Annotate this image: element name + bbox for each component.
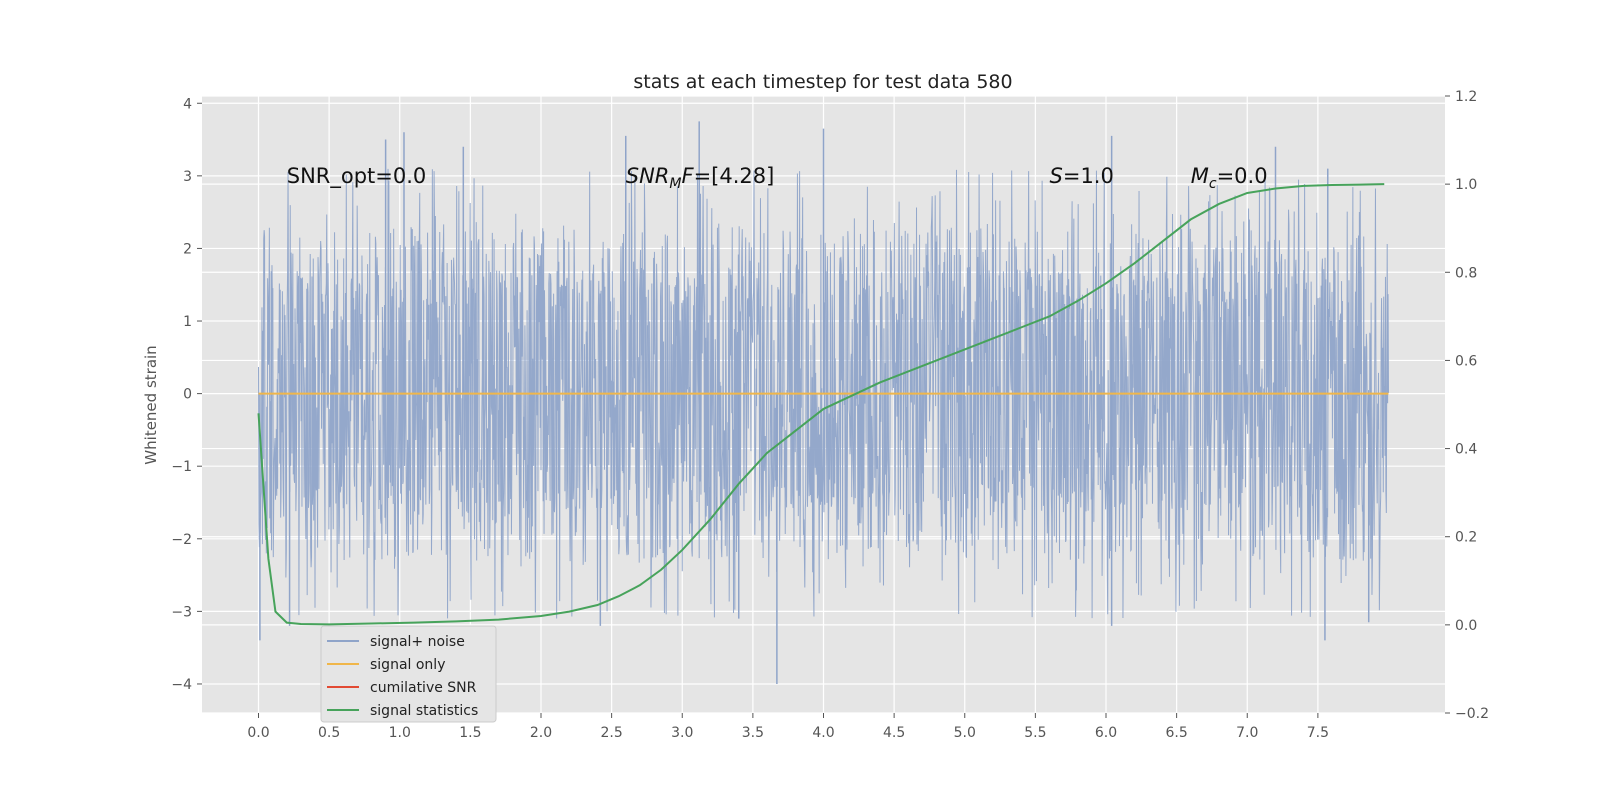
x-tick-label: 2.5	[600, 725, 622, 741]
right-y-tick-label: 1.0	[1455, 177, 1477, 193]
right-y-tick-label: 0.0	[1455, 618, 1477, 634]
y-tick-label: 0	[183, 387, 192, 403]
annotations: SNR_opt=0.0 SNRMF=[4.28] S=1.0 Mc=0.0	[287, 164, 1268, 192]
annotation-main: SNR_opt=0.0	[287, 164, 427, 189]
annotation-suffix: =1.0	[1063, 164, 1114, 188]
y-tick-label: −4	[171, 677, 192, 693]
y-tick-label: −1	[171, 459, 192, 475]
right-y-tick-label: 0.2	[1455, 530, 1477, 546]
annotation-subscript: M	[669, 176, 681, 192]
annotation-subscript: c	[1209, 176, 1217, 192]
x-tick-label: 3.5	[742, 725, 764, 741]
x-tick-label: 1.5	[459, 725, 481, 741]
legend-box	[320, 625, 497, 723]
right-y-tick-label: −0.2	[1455, 706, 1489, 722]
chart-title: stats at each timestep for test data 580	[633, 71, 1012, 93]
annotation-main: SNR	[626, 164, 670, 188]
annotation-italic: F	[681, 164, 694, 188]
legend-label-cumilative-snr: cumilative SNR	[370, 680, 477, 696]
right-y-tick-label: 0.8	[1455, 265, 1477, 281]
legend-items: signal+ noise signal only cumilative SNR si…	[327, 634, 478, 719]
annotation-suffix: =0.0	[1217, 164, 1268, 188]
right-y-tick-label: 0.6	[1455, 353, 1477, 369]
x-tick-label: 7.5	[1307, 725, 1329, 741]
legend: signal+ noise signal only cumilative SNR si…	[320, 625, 497, 723]
annotation-2: S=1.0	[1050, 164, 1114, 188]
annotation-main: S	[1050, 164, 1063, 188]
x-tick-label: 6.0	[1095, 725, 1117, 741]
x-tick-label: 5.0	[954, 725, 976, 741]
y-tick-label: −2	[171, 532, 192, 548]
legend-label-signal-statistics: signal statistics	[370, 703, 478, 719]
x-tick-label: 4.0	[812, 725, 834, 741]
legend-label-signal-noise: signal+ noise	[370, 634, 465, 650]
annotation-suffix: F=[4.28]	[681, 164, 774, 188]
annotation-main: M	[1191, 164, 1209, 188]
right-y-axis-ticks: 1.2 1.0 0.8 0.6 0.4 0.2 0.0 −0.2	[1445, 89, 1489, 722]
y-tick-label: 3	[183, 169, 192, 185]
x-tick-label: 3.0	[671, 725, 693, 741]
y-tick-label: 2	[183, 241, 192, 257]
legend-label-signal-only: signal only	[370, 657, 445, 673]
y-axis-ticks: 4 3 2 1 0 −1 −2 −3 −4	[171, 96, 202, 693]
right-y-tick-label: 0.4	[1455, 442, 1477, 458]
x-tick-label: 1.0	[389, 725, 411, 741]
x-axis-ticks: 0.0 0.5 1.0 1.5 2.0 2.5 3.0 3.5 4.0 4.5 5.0 5.5 6.0 6…	[247, 713, 1329, 741]
x-tick-label: 0.0	[247, 725, 269, 741]
right-y-tick-label: 1.2	[1455, 89, 1477, 105]
line-series	[257, 183, 1389, 626]
annotation-0: SNR_opt=0.0	[287, 164, 427, 189]
y-tick-label: 4	[183, 96, 192, 112]
x-tick-label: 0.5	[318, 725, 340, 741]
x-tick-label: 4.5	[883, 725, 905, 741]
annotation-3: Mc=0.0	[1191, 164, 1268, 192]
x-tick-label: 6.5	[1165, 725, 1187, 741]
signal-statistics-line	[257, 183, 1385, 626]
x-tick-label: 7.0	[1236, 725, 1258, 741]
x-tick-label: 5.5	[1024, 725, 1046, 741]
x-tick-label: 2.0	[530, 725, 552, 741]
y-tick-label: 1	[183, 314, 192, 330]
y-axis-label: Whitened strain	[142, 345, 160, 464]
annotation-1: SNRMF=[4.28]	[626, 164, 775, 192]
y-tick-label: −3	[171, 604, 192, 620]
annotation-rest: =[4.28]	[694, 164, 775, 188]
